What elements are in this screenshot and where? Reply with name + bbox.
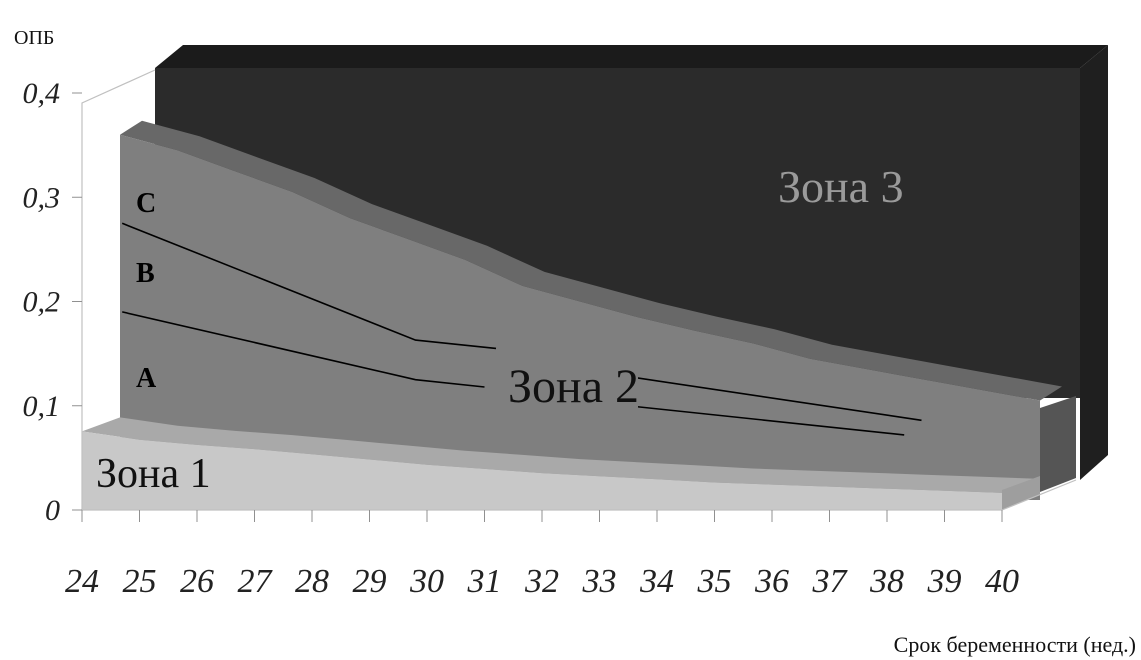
y-tick-label: 0	[45, 494, 60, 527]
labels-layer: ОПБ Срок беременности (нед.) Зона 1 Зона 2 З…	[14, 27, 1136, 657]
x-tick-label: 24	[65, 563, 99, 600]
annotation-b: B	[136, 258, 155, 289]
y-tick-label: 0,1	[23, 390, 61, 423]
zone2-area	[120, 134, 1040, 500]
zone3-top-face	[155, 45, 1108, 68]
x-tick-label: 25	[123, 563, 157, 600]
x-tick-label: 30	[409, 563, 444, 600]
boundary-line-upper-right	[628, 375, 922, 422]
x-axis-depth-line	[1001, 479, 1077, 511]
zones-layer	[82, 45, 1108, 510]
y-tick-label: 0,3	[23, 181, 61, 214]
zone1-side-face	[1002, 476, 1040, 510]
x-tick-label: 27	[238, 563, 274, 600]
axes-layer: 0 0,1 0,2 0,3 0,4 24 25 26 27 28 29 30 31 32 33 34 35 36 3…	[23, 69, 1077, 600]
y-tick-label: 0,4	[23, 77, 61, 110]
x-tick-label: 38	[869, 563, 904, 600]
x-tick-label: 29	[353, 563, 387, 600]
x-tick-label: 28	[295, 563, 329, 600]
zone3-label: Зона 3	[778, 161, 904, 212]
zone1-area	[82, 431, 1002, 510]
boundary-line-c	[121, 222, 497, 350]
x-axis-title: Срок беременности (нед.)	[894, 632, 1136, 657]
x-tick-label: 33	[582, 563, 617, 600]
zone1-label: Зона 1	[96, 451, 211, 497]
zone2-label: Зона 2	[508, 360, 639, 413]
annotation-a: A	[136, 363, 157, 394]
zone2-side-face	[1040, 396, 1076, 492]
x-tick-label: 39	[927, 563, 962, 600]
y-axis-line	[81, 69, 156, 510]
lines-layer	[121, 222, 922, 436]
y-tick-label: 0,2	[23, 286, 61, 319]
y-axis-title: ОПБ	[14, 27, 54, 49]
x-tick-label: 32	[524, 563, 559, 600]
x-tick-label: 31	[467, 563, 502, 600]
x-tick-label: 37	[812, 563, 849, 600]
zone2-top-face	[120, 120, 1062, 401]
annotation-c: C	[136, 188, 156, 219]
zone1-top-face	[82, 417, 1040, 493]
x-tick-label: 35	[697, 563, 732, 600]
boundary-line-lower-right	[628, 405, 905, 436]
zone3-side-face	[1080, 45, 1108, 480]
zone2-label-bg	[500, 354, 638, 422]
boundary-line-b	[122, 311, 485, 388]
x-tick-label: 40	[985, 563, 1019, 600]
x-tick-label: 34	[639, 563, 674, 600]
x-tick-label: 26	[180, 563, 214, 600]
x-tick-label: 36	[754, 563, 789, 600]
